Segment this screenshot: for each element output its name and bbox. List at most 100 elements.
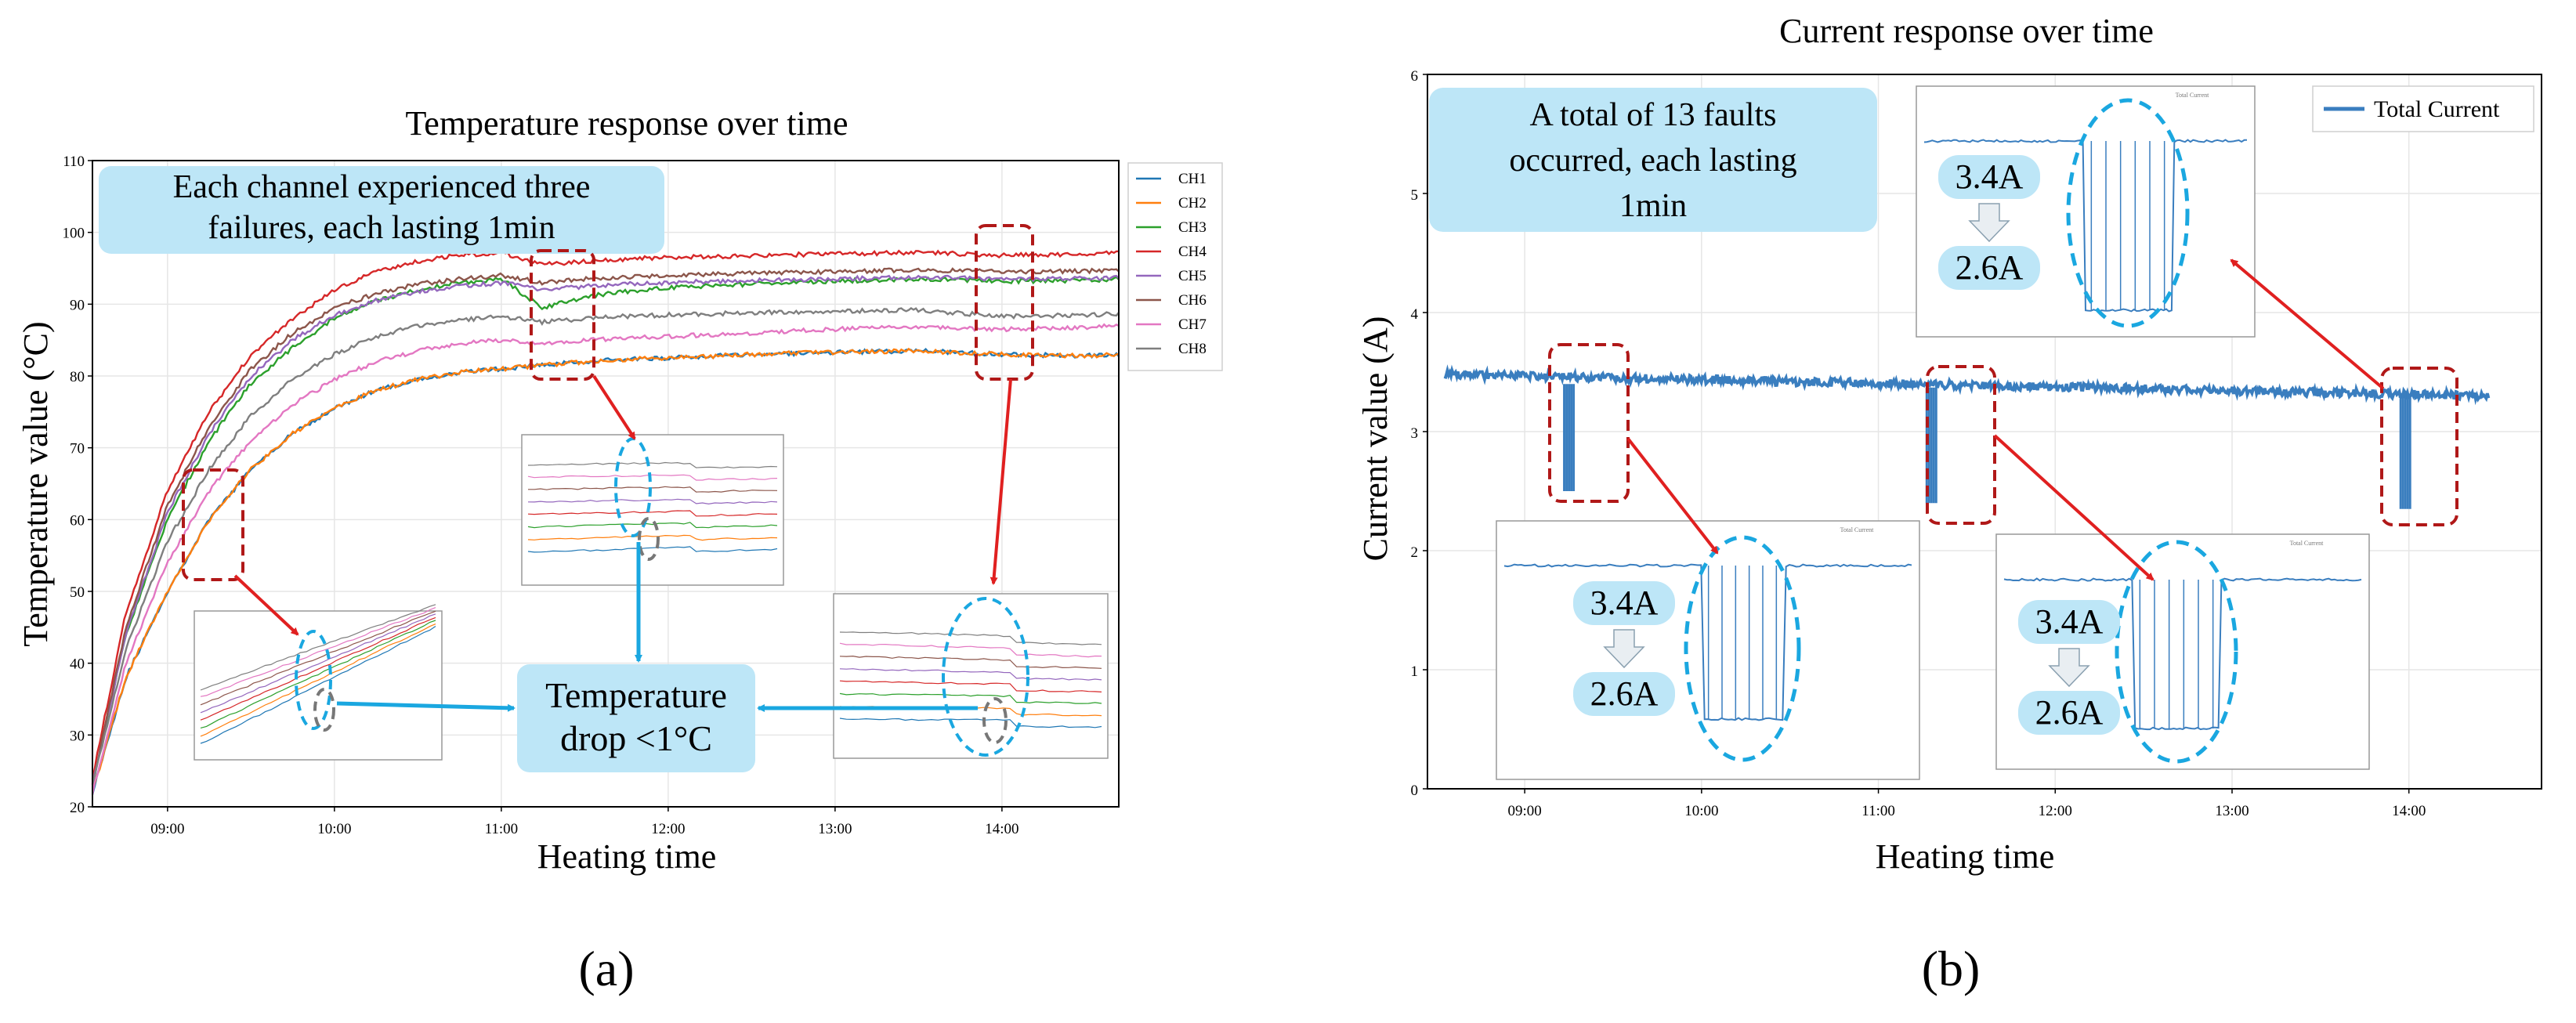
- temperature-chart: Temperature response over time 20 30 40 50 6…: [16, 104, 1223, 996]
- chart-b-info-line2: occurred, each lasting: [1509, 143, 1796, 179]
- chart-a-info-box: Each channel experienced three failures,…: [99, 166, 664, 254]
- panel-a-label: (a): [578, 941, 634, 996]
- x-tick-label: 09:00: [1508, 803, 1542, 819]
- inset-series-line: [839, 718, 1102, 728]
- y-tick-label: 0: [1411, 783, 1419, 799]
- inset-frame: [833, 593, 1109, 759]
- down-arrow-icon: [1968, 203, 2010, 243]
- down-arrow-icon: [1603, 629, 1645, 669]
- inset-series-line: [527, 510, 778, 517]
- inset-series-line: [2003, 577, 2362, 731]
- zoom-inset: [521, 434, 784, 586]
- highlight-ellipse: [295, 630, 332, 730]
- inset-series-line: [200, 624, 436, 737]
- inset-frame: [521, 434, 784, 586]
- series-line-total-current: [1443, 364, 2491, 406]
- inset-series-line: [527, 498, 778, 505]
- series-line-ch8: [91, 307, 1120, 785]
- inset-series-line: [839, 668, 1102, 681]
- legend-label: CH5: [1178, 268, 1207, 284]
- highlight-ellipse: [638, 517, 660, 561]
- value-from: 3.4A: [1590, 584, 1659, 622]
- zoom-arrow: [592, 374, 636, 440]
- value-pill: [2018, 691, 2120, 735]
- x-tick-label: 09:00: [150, 821, 184, 837]
- x-tick-label: 10:00: [1684, 803, 1718, 819]
- inset-series-line: [527, 522, 778, 529]
- inset-series-line: [528, 486, 778, 493]
- zoom-inset: [194, 604, 443, 761]
- y-tick-label: 20: [70, 800, 85, 816]
- y-tick-label: 60: [70, 512, 85, 529]
- chart-a-xlabel: Heating time: [537, 837, 717, 876]
- inset-series-line: [200, 613, 436, 714]
- chart-b-title: Current response over time: [1779, 12, 2154, 50]
- x-tick-label: 14:00: [2392, 803, 2426, 819]
- panel-b-label: (b): [1922, 941, 1981, 996]
- y-tick-label: 4: [1411, 306, 1419, 323]
- chart-b-xlabel: Heating time: [1876, 837, 2055, 876]
- legend-label: CH6: [1178, 292, 1207, 309]
- chart-a-axes-frame: [92, 160, 1120, 808]
- value-to: 2.6A: [1956, 248, 2024, 287]
- y-tick-label: 40: [70, 656, 85, 673]
- x-tick-label: 11:00: [1861, 803, 1895, 819]
- value-pill: [2018, 600, 2120, 644]
- fault-highlight-box: [2380, 367, 2458, 526]
- legend-label: CH4: [1178, 244, 1207, 260]
- chart-a-result-line1: Temperature: [545, 675, 727, 715]
- highlight-ellipse: [2066, 98, 2190, 328]
- zoom-inset: Total Current 3.4A 2.6A: [1916, 85, 2256, 338]
- zoom-arrow: [1993, 434, 2155, 581]
- inset-series-line: [200, 626, 436, 744]
- series-line-ch5: [91, 274, 1120, 785]
- inset-series-line: [839, 631, 1102, 645]
- y-tick-label: 2: [1411, 544, 1419, 561]
- fault-highlight-box: [975, 224, 1034, 381]
- inset-series-line: [527, 534, 778, 541]
- x-tick-label: 13:00: [818, 821, 852, 837]
- inset-series-line: [200, 616, 436, 721]
- down-arrow-icon: [2048, 648, 2090, 688]
- value-pill: [1573, 581, 1675, 625]
- highlight-ellipse: [313, 688, 335, 732]
- series-line-ch2: [91, 347, 1120, 792]
- chart-a-result-box: Temperature drop <1°C: [517, 664, 755, 772]
- zoom-arrow: [233, 574, 299, 636]
- series-line-ch3: [91, 276, 1120, 786]
- y-tick-label: 90: [70, 297, 85, 313]
- inset-series-line: [527, 546, 778, 553]
- chart-b-info-line1: A total of 13 faults: [1530, 97, 1777, 133]
- value-pill: [1938, 246, 2040, 290]
- value-to: 2.6A: [2035, 693, 2104, 732]
- inset-series-line: [839, 642, 1102, 658]
- y-tick-label: 110: [63, 154, 85, 170]
- x-tick-label: 13:00: [2215, 803, 2249, 819]
- x-tick-label: 14:00: [985, 821, 1018, 837]
- y-tick-label: 70: [70, 441, 85, 457]
- fault-highlight-box: [1548, 343, 1630, 503]
- zoom-inset: [833, 593, 1109, 759]
- y-tick-label: 5: [1411, 187, 1419, 204]
- zoom-arrow: [1626, 437, 1719, 555]
- value-pill: [1573, 672, 1675, 716]
- inset-series-line: [200, 610, 436, 706]
- y-tick-label: 30: [70, 728, 85, 744]
- current-chart: Current response over time 0 1 2 3 4 5 6 09:00…: [1356, 12, 2542, 996]
- inset-series-line: [527, 474, 778, 481]
- value-from: 3.4A: [2035, 602, 2104, 641]
- legend-label: CH8: [1178, 341, 1207, 357]
- y-tick-label: 1: [1411, 663, 1419, 680]
- legend-label: CH3: [1178, 219, 1207, 236]
- value-from: 3.4A: [1956, 157, 2024, 196]
- inset-series-line: [839, 655, 1102, 669]
- inset-legend-label: Total Current: [2176, 92, 2210, 99]
- y-tick-label: 3: [1411, 425, 1419, 442]
- y-tick-label: 6: [1411, 68, 1419, 85]
- x-tick-label: 11:00: [485, 821, 519, 837]
- zoom-arrow: [2230, 258, 2385, 390]
- highlight-ellipse: [2115, 540, 2238, 764]
- inset-legend-label: Total Current: [1840, 526, 1875, 533]
- series-line-ch1: [91, 347, 1120, 795]
